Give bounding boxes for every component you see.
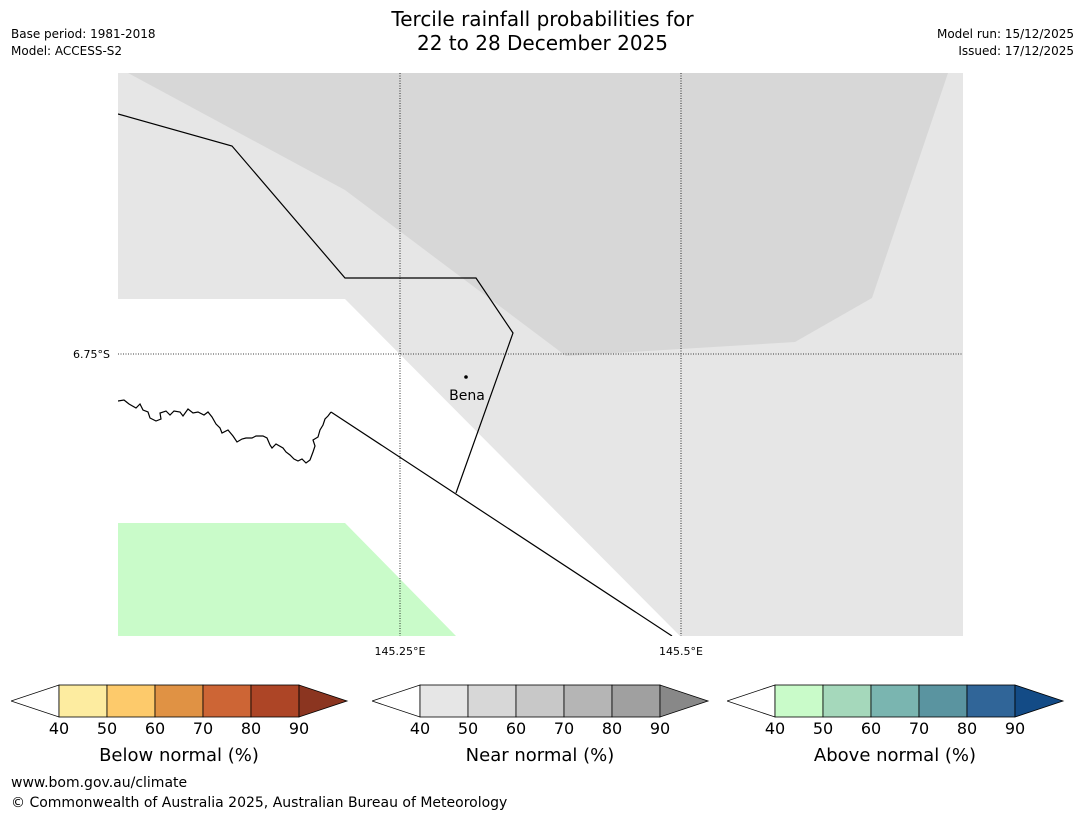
colorbar-ticks: 40 50 60 70 80 90 — [11, 719, 351, 739]
colorbar-segment — [250, 684, 300, 718]
colorbar-3 — [727, 684, 1065, 718]
colorbar-segment — [515, 684, 565, 718]
colorbar-tick-label: 70 — [908, 719, 930, 738]
coastline — [118, 399, 332, 464]
colorbar-extend-high — [659, 684, 710, 718]
lon-label-1: 145.25°E — [375, 645, 426, 658]
colorbar-segment — [154, 684, 204, 718]
colorbar-tick-label: 60 — [144, 719, 166, 738]
colorbar-extend-high — [298, 684, 349, 718]
issued-text: Issued: 17/12/2025 — [958, 44, 1074, 58]
lat-label: 6.75°S — [73, 348, 110, 361]
copyright-text: © Commonwealth of Australia 2025, Austra… — [11, 795, 508, 811]
above-normal-40-50-area — [118, 523, 456, 636]
colorbar-tick-label: 40 — [409, 719, 431, 738]
colorbar-segment — [870, 684, 920, 718]
colorbar-segment — [106, 684, 156, 718]
colorbar-segment — [467, 684, 517, 718]
colorbar-segment — [966, 684, 1016, 718]
colorbar-segment — [202, 684, 252, 718]
colorbar-tick-label: 50 — [96, 719, 118, 738]
colorbar-tick-label: 70 — [192, 719, 214, 738]
near-normal-50-60-area — [128, 73, 948, 356]
boundary-line-south — [330, 411, 673, 636]
colorbar-tick-label: 40 — [764, 719, 786, 738]
title-line-2: 22 to 28 December 2025 — [416, 31, 668, 55]
lon-label-2: 145.5°E — [659, 645, 703, 658]
colorbar-extend-high — [1014, 684, 1065, 718]
colorbar-ticks: 40 50 60 70 80 90 — [372, 719, 712, 739]
colorbar-1 — [11, 684, 349, 718]
town-marker — [464, 375, 468, 379]
map: Bena 6.75°S 145.25°E 145.5°E — [73, 73, 963, 658]
colorbar-tick-label: 80 — [240, 719, 262, 738]
colorbar-tick-label: 90 — [649, 719, 671, 738]
colorbar-segment — [58, 684, 108, 718]
colorbar-tick-label: 80 — [956, 719, 978, 738]
boundary-line — [118, 113, 514, 494]
colorbar-segment — [774, 684, 824, 718]
website-text: www.bom.gov.au/climate — [11, 775, 188, 791]
colorbar-tick-label: 80 — [601, 719, 623, 738]
colorbar-label: Below normal (%) — [99, 745, 259, 766]
colorbar-tick-label: 70 — [553, 719, 575, 738]
colorbar-segment — [918, 684, 968, 718]
model-run-text: Model run: 15/12/2025 — [936, 27, 1074, 41]
colorbar-extend-low — [727, 684, 776, 718]
colorbar-2 — [372, 684, 710, 718]
colorbar-tick-label: 90 — [1004, 719, 1026, 738]
colorbar-segment — [611, 684, 661, 718]
colorbar-tick-label: 50 — [812, 719, 834, 738]
colorbar-tick-label: 60 — [505, 719, 527, 738]
page-title: Tercile rainfall probabilities for 22 to… — [0, 7, 1085, 55]
colorbar-tick-label: 50 — [457, 719, 479, 738]
model-text: Model: ACCESS-S2 — [11, 44, 123, 58]
colorbar-tick-label: 40 — [48, 719, 70, 738]
title-line-1: Tercile rainfall probabilities for — [391, 7, 694, 31]
colorbar-tick-label: 60 — [860, 719, 882, 738]
colorbar-label: Near normal (%) — [465, 745, 615, 766]
colorbar-extend-low — [372, 684, 421, 718]
colorbar-segment — [563, 684, 613, 718]
town-label: Bena — [449, 388, 485, 404]
base-period-text: Base period: 1981-2018 — [11, 27, 156, 41]
colorbar-segment — [822, 684, 872, 718]
colorbar-label: Above normal (%) — [813, 745, 977, 766]
colorbar-extend-low — [11, 684, 60, 718]
colorbar-ticks: 40 50 60 70 80 90 — [727, 719, 1067, 739]
colorbar-tick-label: 90 — [288, 719, 310, 738]
colorbar-segment — [419, 684, 469, 718]
